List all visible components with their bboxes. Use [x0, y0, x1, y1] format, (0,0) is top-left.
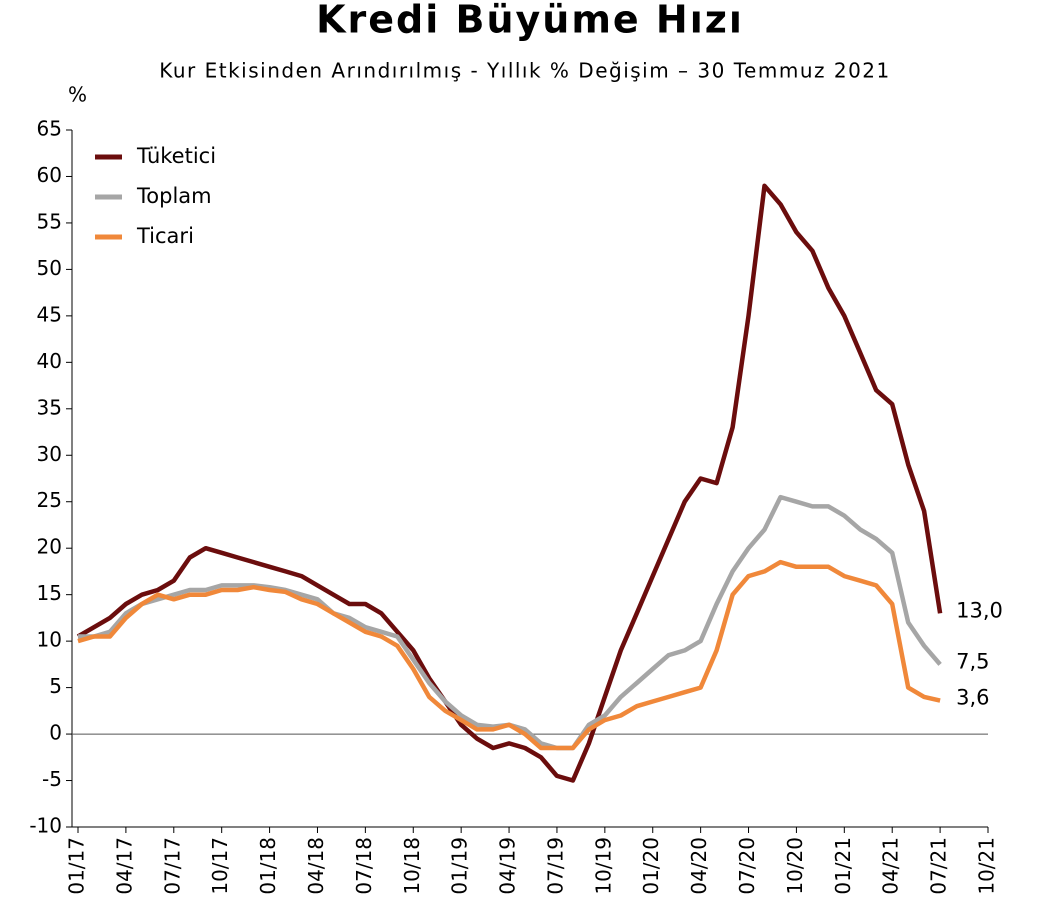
x-tick-label: 04/19 — [496, 837, 520, 895]
y-tick-label: 40 — [37, 349, 62, 373]
end-label: 13,0 — [956, 598, 1003, 622]
x-tick-label: 10/21 — [975, 837, 999, 895]
x-tick-label: 04/17 — [112, 837, 136, 895]
x-tick-label: 04/18 — [304, 837, 328, 895]
series-line — [77, 559, 941, 751]
x-tick-label: 10/20 — [783, 837, 807, 895]
x-tick-label: 04/20 — [687, 837, 711, 895]
x-tick-label: 07/21 — [927, 837, 951, 895]
x-tick-label: 10/18 — [400, 837, 424, 895]
x-tick-label: 01/20 — [639, 837, 663, 895]
y-tick-label: 35 — [37, 395, 62, 419]
x-tick-label: 01/18 — [256, 837, 280, 895]
y-tick-label: 30 — [37, 442, 62, 466]
x-tick-label: 07/19 — [543, 837, 567, 895]
y-tick-label: 45 — [37, 302, 62, 326]
legend-label: Tüketici — [136, 144, 216, 168]
y-tick-label: 10 — [37, 628, 62, 652]
y-tick-label: 20 — [37, 535, 62, 559]
x-tick-label: 04/21 — [879, 837, 903, 895]
y-tick-label: 50 — [37, 256, 62, 280]
y-tick-label: 55 — [37, 209, 62, 233]
y-tick-label: 65 — [37, 117, 62, 141]
y-tick-label: 25 — [37, 488, 62, 512]
y-tick-label: 15 — [37, 581, 62, 605]
chart-subtitle: Kur Etkisinden Arındırılmış - Yıllık % D… — [159, 59, 891, 83]
series-line — [78, 494, 942, 751]
legend-label: Ticari — [136, 224, 194, 248]
end-label: 3,6 — [956, 686, 989, 710]
chart-title: Kredi Büyüme Hızı — [316, 0, 744, 42]
y-tick-label: 0 — [49, 721, 62, 745]
x-tick-label: 07/17 — [160, 837, 184, 895]
y-tick-label: 5 — [49, 674, 62, 698]
x-tick-label: 01/21 — [831, 837, 855, 895]
x-tick-label: 01/19 — [448, 837, 472, 895]
x-tick-label: 07/20 — [735, 837, 759, 895]
end-label: 7,5 — [956, 649, 989, 673]
y-tick-label: 60 — [37, 163, 62, 187]
y-tick-label: -5 — [42, 767, 62, 791]
legend-label: Toplam — [136, 184, 212, 208]
x-tick-label: 01/17 — [65, 837, 89, 895]
x-tick-label: 10/19 — [591, 837, 615, 895]
series-line — [76, 183, 943, 783]
y-tick-label: -10 — [29, 814, 62, 838]
x-tick-label: 07/18 — [352, 837, 376, 895]
x-tick-label: 10/17 — [208, 837, 232, 895]
y-axis-label: % — [68, 83, 89, 107]
